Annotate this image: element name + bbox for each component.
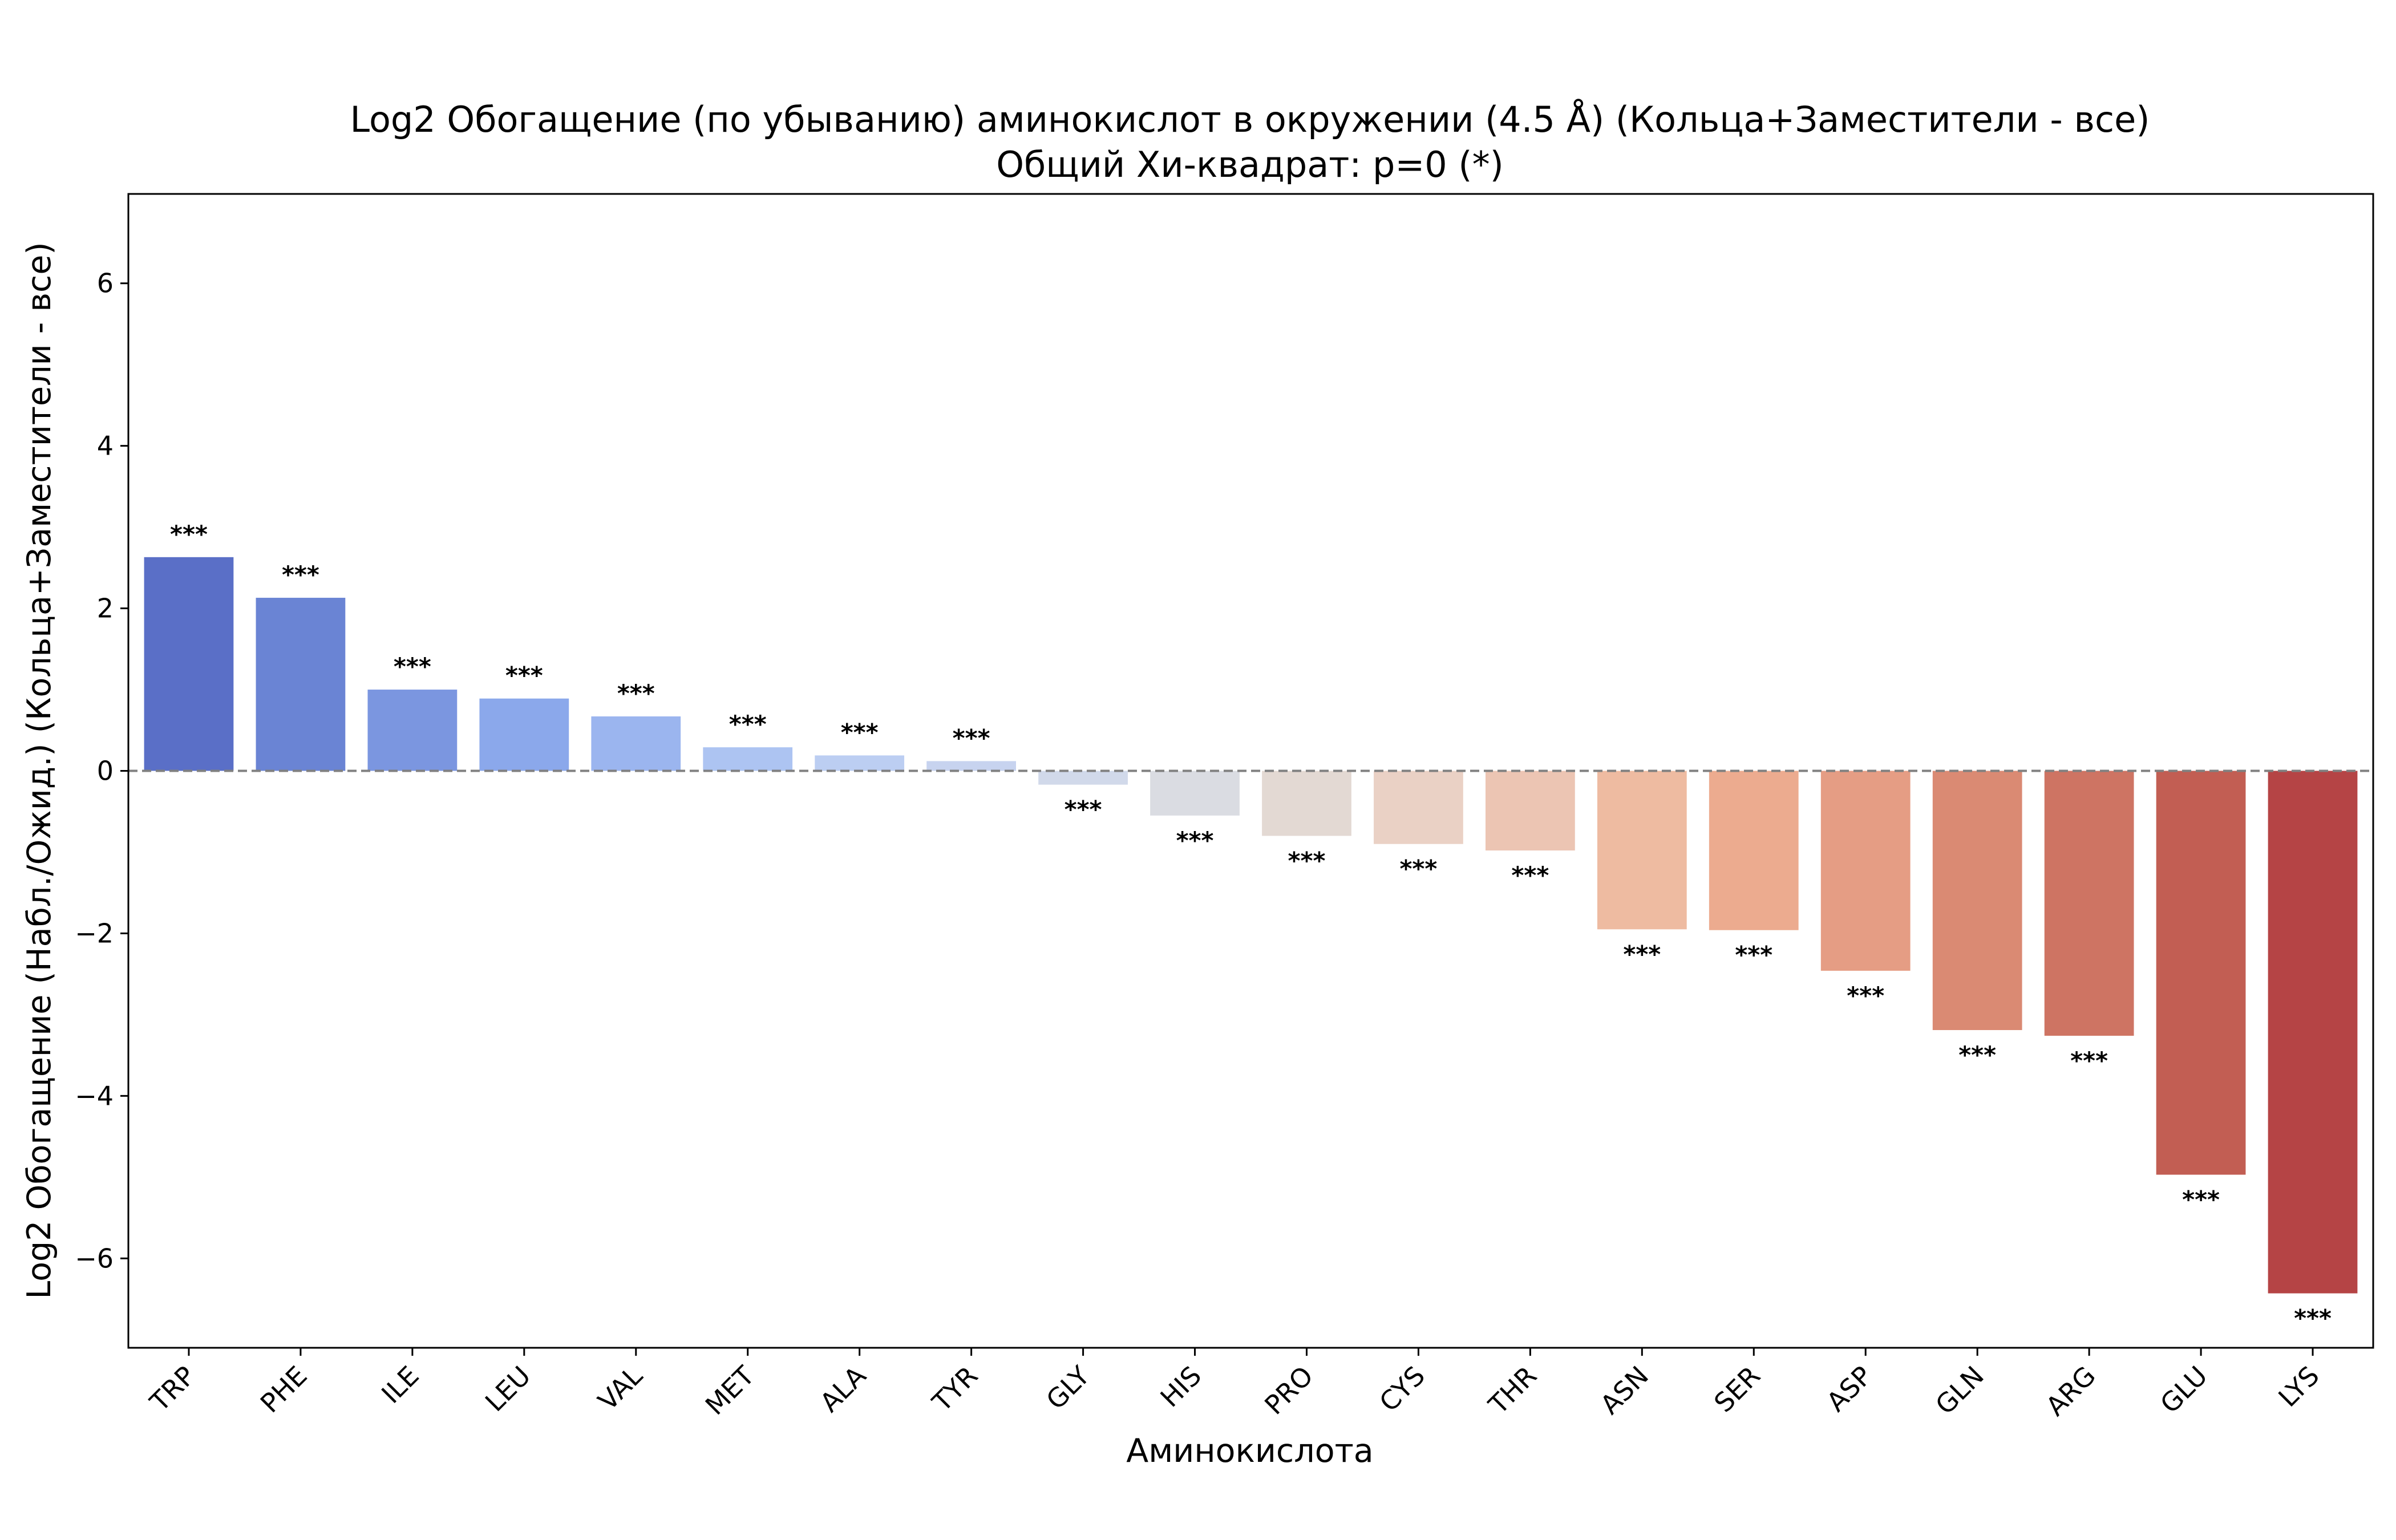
significance-label-thr: *** (1511, 861, 1549, 889)
bar-gln (1932, 771, 2022, 1030)
x-tick-label-ile: ILE (375, 1360, 424, 1409)
significance-label-arg: *** (2070, 1047, 2108, 1075)
significance-label-val: *** (617, 679, 655, 707)
x-tick-label-val: VAL (592, 1360, 649, 1416)
x-tick-label-his: HIS (1154, 1360, 1207, 1413)
bar-arg (2044, 771, 2134, 1036)
x-tick-label-gly: GLY (1040, 1360, 1096, 1416)
significance-label-tyr: *** (953, 724, 990, 752)
x-tick-label-lys: LYS (2272, 1360, 2325, 1413)
bar-phe (256, 598, 346, 771)
x-tick-label-tyr: TYR (926, 1360, 984, 1418)
x-tick-label-gln: GLN (1929, 1360, 1990, 1421)
significance-label-glu: *** (2182, 1186, 2220, 1214)
bars-group (144, 557, 2358, 1294)
y-tick-label: −6 (75, 1243, 114, 1274)
x-axis: TRP PHE ILE LEU VAL MET ALA TYR GLY HIS PRO CYS THR A… (144, 1348, 2325, 1422)
bar-his (1150, 771, 1240, 816)
bar-leu (479, 698, 569, 771)
x-tick-label-glu: GLU (2154, 1360, 2213, 1420)
significance-label-pro: *** (1288, 846, 1326, 874)
significance-label-ser: *** (1735, 941, 1772, 969)
bar-asp (1820, 771, 1911, 971)
bar-ser (1709, 771, 1799, 930)
significance-label-trp: *** (170, 520, 208, 548)
bar-ile (367, 690, 458, 771)
bar-lys (2268, 771, 2358, 1294)
x-tick-label-met: MET (699, 1360, 760, 1421)
significance-label-gly: *** (1065, 796, 1102, 824)
significance-label-ala: *** (841, 718, 879, 746)
x-tick-label-phe: PHE (254, 1360, 313, 1419)
x-tick-label-ser: SER (1708, 1360, 1766, 1419)
bar-thr (1485, 771, 1575, 851)
significance-label-asn: *** (1623, 940, 1661, 968)
y-axis-label: Log2 Обогащение (Набл./Ожид.) (Кольца+За… (21, 242, 58, 1299)
significance-label-phe: *** (282, 561, 319, 589)
bar-val (591, 716, 681, 771)
y-tick-label: 0 (97, 756, 114, 787)
bar-asn (1597, 771, 1687, 930)
bar-cys (1374, 771, 1463, 844)
significance-label-gln: *** (1958, 1041, 1996, 1069)
significance-label-asp: *** (1847, 982, 1884, 1010)
bar-pro (1262, 771, 1351, 836)
significance-label-lys: *** (2294, 1304, 2332, 1332)
significance-label-leu: *** (505, 662, 543, 690)
x-tick-label-ala: ALA (814, 1360, 872, 1418)
significance-labels: *** *** *** *** *** *** *** *** *** *** *** *** *** *… (170, 520, 2332, 1332)
bar-gly (1038, 771, 1128, 785)
bar-met (703, 747, 793, 771)
chart-subtitle: Общий Хи-квадрат: p=0 (*) (996, 144, 1504, 185)
significance-label-cys: *** (1399, 855, 1437, 883)
bar-ala (815, 755, 905, 771)
y-axis: −6 −4 −2 0 2 4 6 (75, 268, 128, 1274)
significance-label-met: *** (729, 710, 767, 738)
bar-glu (2156, 771, 2246, 1175)
x-tick-label-thr: THR (1482, 1360, 1543, 1421)
x-tick-label-cys: CYS (1373, 1360, 1431, 1418)
y-tick-label: −2 (75, 918, 114, 949)
significance-label-ile: *** (394, 653, 431, 680)
y-tick-label: 2 (97, 593, 114, 624)
y-tick-label: 6 (97, 268, 114, 299)
significance-label-his: *** (1176, 826, 1214, 854)
chart-title: Log2 Обогащение (по убыванию) аминокисло… (350, 99, 2150, 140)
x-tick-label-pro: PRO (1258, 1360, 1319, 1421)
y-tick-label: −4 (75, 1080, 114, 1111)
x-tick-label-arg: ARG (2040, 1360, 2102, 1422)
x-tick-label-leu: LEU (479, 1360, 537, 1418)
bar-trp (144, 557, 234, 771)
x-tick-label-asn: ASN (1594, 1360, 1654, 1420)
y-tick-label: 4 (97, 431, 114, 461)
bar-tyr (926, 761, 1017, 771)
x-axis-label: Аминокислота (1126, 1432, 1373, 1470)
x-tick-label-asp: ASP (1820, 1360, 1878, 1418)
x-tick-label-trp: TRP (144, 1360, 201, 1418)
